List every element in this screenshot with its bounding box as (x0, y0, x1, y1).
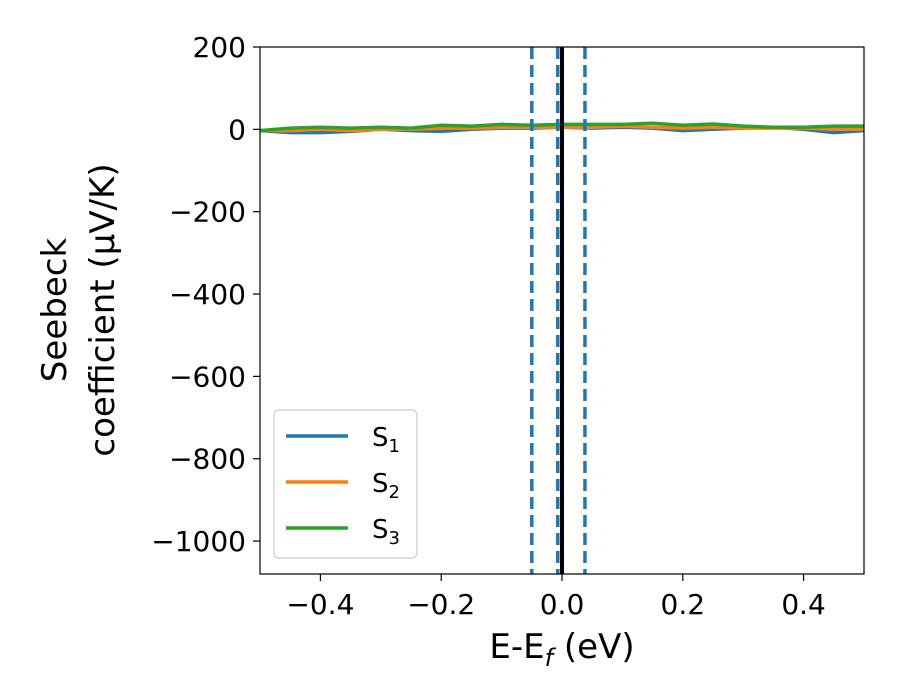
y-axis-label-line1: Seebeck (35, 238, 75, 383)
y-tick-label: 0 (228, 113, 246, 146)
legend: S1 S2 S3 (273, 409, 418, 559)
legend-label-2: S2 (372, 469, 400, 503)
y-axis-label-line2: coefficient (μV/K) (83, 163, 123, 456)
y-tick-label: −600 (169, 360, 246, 393)
y-axis-ticks: 200 0 −200 −400 −600 −800 −1000 (151, 31, 260, 558)
legend-label-1: S1 (372, 423, 400, 457)
y-tick-label: −200 (169, 196, 246, 229)
y-tick-label: −400 (169, 278, 246, 311)
x-tick-label: 0.4 (781, 588, 826, 621)
x-tick-label: −0.2 (407, 588, 475, 621)
x-axis-label: E-Ef (eV) (489, 627, 634, 672)
legend-box (273, 409, 418, 559)
y-axis-label: Seebeck coefficient (μV/K) (35, 163, 123, 456)
x-tick-label: −0.4 (286, 588, 354, 621)
y-tick-label: 200 (193, 31, 246, 64)
vertical-reference-lines (530, 47, 587, 574)
y-tick-label: −800 (169, 443, 246, 476)
x-axis-ticks: −0.4 −0.2 0.0 0.2 0.4 (286, 574, 826, 621)
x-tick-label: 0.0 (540, 588, 585, 621)
legend-label-3: S3 (372, 515, 400, 549)
y-tick-label: −1000 (151, 525, 246, 558)
x-tick-label: 0.2 (661, 588, 706, 621)
